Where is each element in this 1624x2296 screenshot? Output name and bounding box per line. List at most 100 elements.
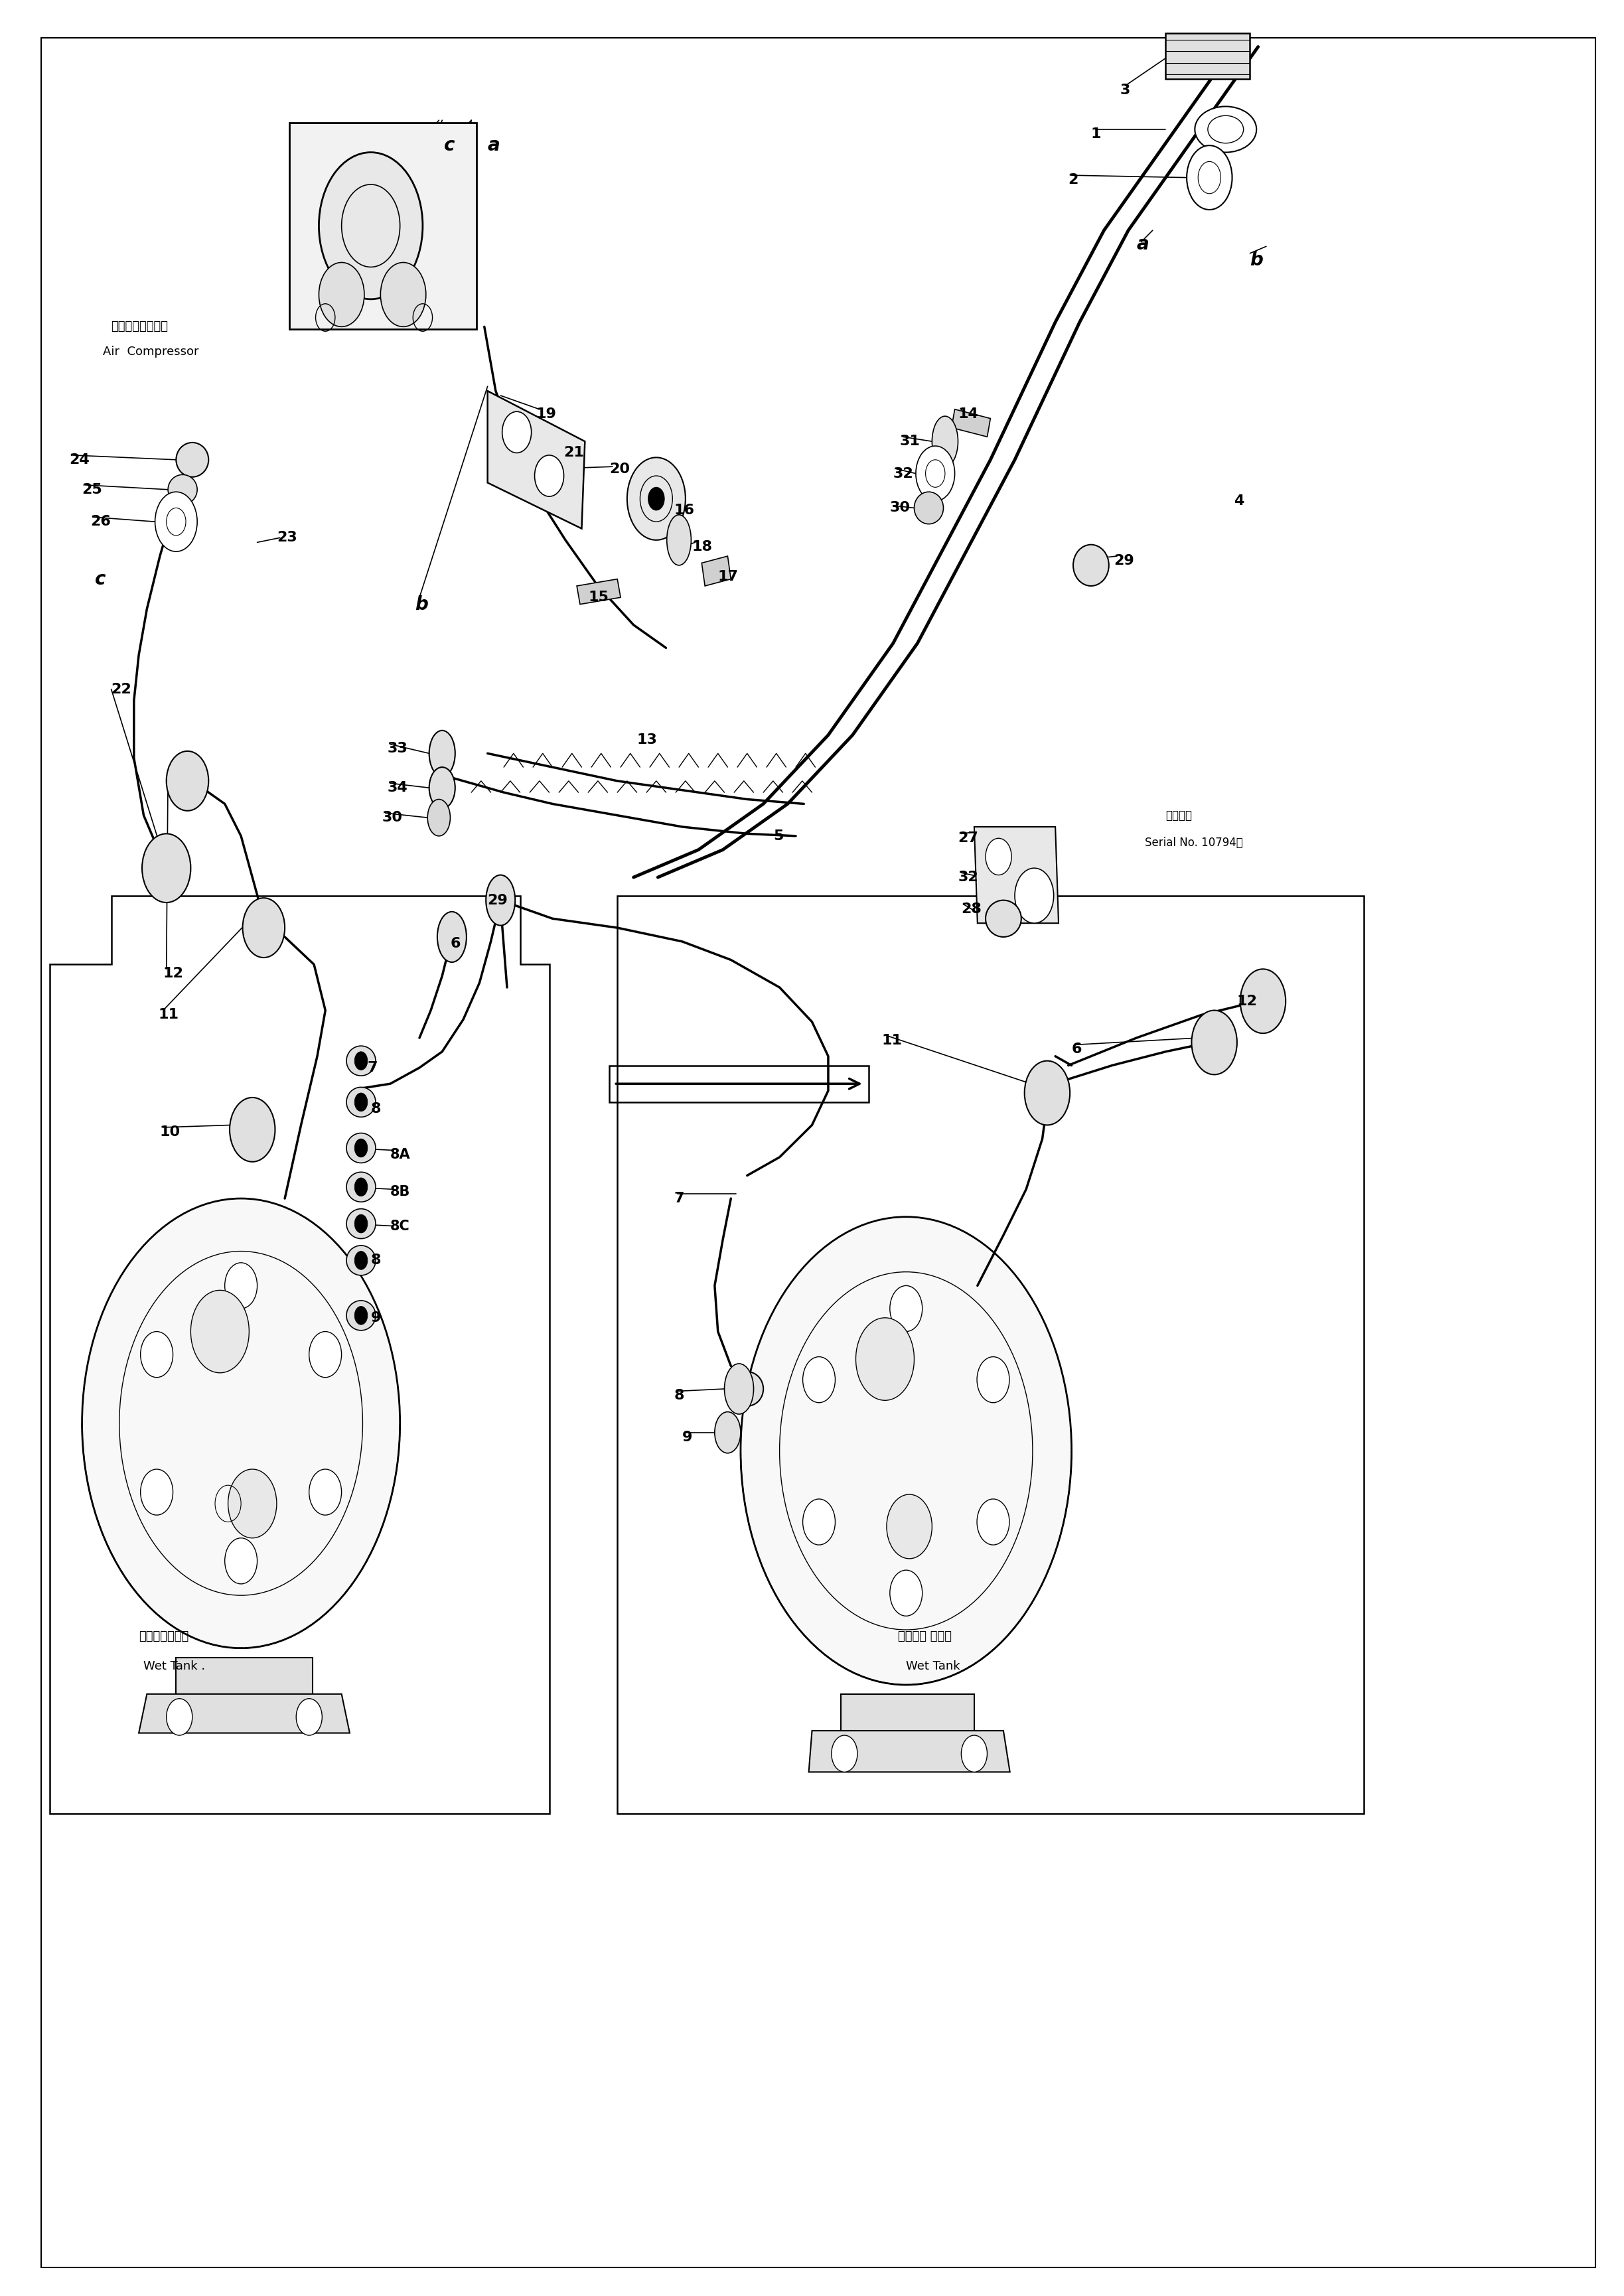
Circle shape — [224, 1263, 257, 1309]
Ellipse shape — [1195, 106, 1257, 152]
Text: 15: 15 — [588, 590, 609, 604]
Text: 21: 21 — [564, 445, 585, 459]
Circle shape — [890, 1286, 922, 1332]
Ellipse shape — [429, 730, 455, 776]
Text: Air  Compressor: Air Compressor — [102, 347, 200, 358]
Text: 28: 28 — [961, 902, 983, 916]
Text: 9: 9 — [682, 1430, 692, 1444]
Text: 2: 2 — [1069, 172, 1078, 186]
Text: 11: 11 — [158, 1008, 179, 1022]
Text: 26: 26 — [91, 514, 110, 528]
Circle shape — [978, 1499, 1010, 1545]
Circle shape — [190, 1290, 248, 1373]
Text: 7: 7 — [367, 1061, 378, 1075]
Circle shape — [354, 1093, 367, 1111]
Circle shape — [141, 1332, 172, 1378]
Polygon shape — [809, 1731, 1010, 1773]
Circle shape — [354, 1306, 367, 1325]
Text: 32: 32 — [958, 870, 978, 884]
Circle shape — [229, 1097, 274, 1162]
Text: 32: 32 — [893, 466, 914, 480]
Text: 22: 22 — [110, 682, 132, 696]
Bar — [1166, 32, 1250, 78]
Ellipse shape — [914, 491, 944, 523]
Polygon shape — [841, 1694, 974, 1731]
Ellipse shape — [429, 767, 455, 808]
Ellipse shape — [486, 875, 515, 925]
Text: 11: 11 — [882, 1033, 903, 1047]
Text: 10: 10 — [159, 1125, 180, 1139]
Ellipse shape — [346, 1134, 375, 1162]
Text: c: c — [443, 135, 455, 154]
Bar — [289, 122, 476, 328]
Text: Wet Tank: Wet Tank — [906, 1660, 960, 1671]
Bar — [609, 1065, 869, 1102]
Circle shape — [502, 411, 531, 452]
Circle shape — [354, 1139, 367, 1157]
Ellipse shape — [427, 799, 450, 836]
Text: b: b — [1250, 250, 1263, 269]
Circle shape — [961, 1736, 987, 1773]
Circle shape — [627, 457, 685, 540]
Circle shape — [296, 1699, 322, 1736]
Text: 34: 34 — [387, 781, 408, 794]
Text: 8C: 8C — [390, 1219, 409, 1233]
Circle shape — [986, 838, 1012, 875]
Circle shape — [1192, 1010, 1237, 1075]
Ellipse shape — [346, 1047, 375, 1077]
Text: 7: 7 — [674, 1192, 684, 1205]
Polygon shape — [577, 579, 620, 604]
Circle shape — [309, 1332, 341, 1378]
Circle shape — [318, 152, 422, 298]
Text: エアコンプレッサ: エアコンプレッサ — [110, 321, 169, 333]
Circle shape — [648, 487, 664, 510]
Ellipse shape — [1073, 544, 1109, 585]
Ellipse shape — [175, 443, 208, 478]
Ellipse shape — [346, 1171, 375, 1201]
Text: 適用号機: 適用号機 — [1166, 810, 1192, 822]
Circle shape — [380, 262, 425, 326]
Circle shape — [890, 1570, 922, 1616]
Text: 9: 9 — [370, 1311, 382, 1325]
Ellipse shape — [932, 416, 958, 466]
Text: 18: 18 — [692, 540, 713, 553]
Circle shape — [354, 1052, 367, 1070]
Text: Wet Tank .: Wet Tank . — [143, 1660, 206, 1671]
Circle shape — [166, 751, 208, 810]
Ellipse shape — [346, 1300, 375, 1329]
Text: 23: 23 — [276, 530, 297, 544]
Circle shape — [802, 1357, 835, 1403]
Circle shape — [354, 1251, 367, 1270]
Circle shape — [166, 1699, 192, 1736]
Text: 29: 29 — [1114, 553, 1134, 567]
Text: 8: 8 — [674, 1389, 684, 1403]
Ellipse shape — [731, 1371, 763, 1405]
Ellipse shape — [346, 1244, 375, 1274]
Ellipse shape — [346, 1208, 375, 1238]
Text: 25: 25 — [83, 482, 102, 496]
Text: 30: 30 — [382, 810, 403, 824]
Circle shape — [534, 455, 564, 496]
Text: 13: 13 — [637, 732, 658, 746]
Text: 6: 6 — [1072, 1042, 1082, 1056]
Ellipse shape — [986, 900, 1021, 937]
Circle shape — [1015, 868, 1054, 923]
Text: Serial No. 10794～: Serial No. 10794～ — [1145, 838, 1242, 850]
Circle shape — [1025, 1061, 1070, 1125]
Text: 16: 16 — [674, 503, 695, 517]
Polygon shape — [138, 1694, 349, 1733]
Circle shape — [978, 1357, 1010, 1403]
Circle shape — [242, 898, 284, 957]
Text: c: c — [96, 569, 106, 588]
Circle shape — [1187, 145, 1233, 209]
Text: 8: 8 — [370, 1102, 382, 1116]
Polygon shape — [487, 390, 585, 528]
Text: 14: 14 — [958, 406, 979, 420]
Circle shape — [856, 1318, 914, 1401]
Text: a: a — [487, 135, 500, 154]
Text: 12: 12 — [162, 967, 184, 980]
Circle shape — [741, 1217, 1072, 1685]
Circle shape — [141, 833, 190, 902]
Circle shape — [802, 1499, 835, 1545]
Polygon shape — [952, 409, 991, 436]
